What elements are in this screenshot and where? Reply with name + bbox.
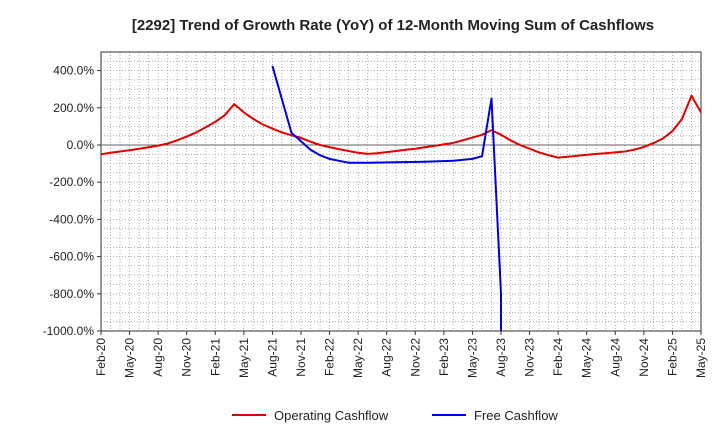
x-tick-label: May-21	[237, 338, 251, 378]
y-tick-label: -600.0%	[49, 250, 94, 264]
y-tick-label: 400.0%	[53, 64, 94, 78]
y-tick-label: 200.0%	[53, 101, 94, 115]
x-tick-label: Feb-20	[94, 338, 108, 376]
axes	[97, 51, 702, 335]
x-tick-label: Aug-24	[608, 338, 622, 377]
grid-lines	[101, 52, 701, 331]
x-tick-label: Nov-22	[408, 338, 422, 377]
x-tick-label: May-24	[580, 338, 594, 378]
y-tick-label: -400.0%	[49, 212, 94, 226]
x-tick-label: Feb-22	[323, 338, 337, 376]
x-tick-label: Feb-21	[208, 338, 222, 376]
x-tick-label: Nov-24	[637, 338, 651, 377]
x-tick-label: Aug-21	[265, 338, 279, 377]
x-tick-label: Nov-23	[523, 338, 537, 377]
x-tick-label: May-20	[123, 338, 137, 378]
x-tick-label: Nov-21	[294, 338, 308, 377]
x-tick-label: May-22	[351, 338, 365, 378]
x-tick-label: Aug-20	[151, 338, 165, 377]
legend-label-free-cashflow: Free Cashflow	[474, 408, 558, 423]
x-tick-label: May-23	[465, 338, 479, 378]
chart-title: [2292] Trend of Growth Rate (YoY) of 12-…	[132, 17, 654, 34]
x-tick-label: Feb-23	[437, 338, 451, 376]
x-tick-label: Nov-20	[180, 338, 194, 377]
legend-label-operating-cashflow: Operating Cashflow	[274, 408, 389, 423]
legend: Operating Cashflow Free Cashflow	[232, 408, 558, 423]
series-line-free-cashflow	[271, 65, 502, 331]
series-lines	[101, 65, 701, 331]
tick-labels: 400.0% 200.0% 0.0% -200.0% -400.0% -600.0% -80…	[43, 64, 708, 378]
plot-frame	[100, 51, 702, 332]
y-tick-label: -800.0%	[49, 287, 94, 301]
x-tick-label: May-25	[694, 338, 708, 378]
x-tick-label: Feb-24	[551, 338, 565, 376]
y-tick-label: -200.0%	[49, 175, 94, 189]
x-tick-label: Feb-25	[665, 338, 679, 376]
y-tick-label: -1000.0%	[43, 324, 95, 338]
series-line-operating-cashflow	[101, 94, 701, 159]
y-tick-label: 0.0%	[67, 138, 95, 152]
x-tick-label: Aug-22	[380, 338, 394, 377]
x-tick-label: Aug-23	[494, 338, 508, 377]
